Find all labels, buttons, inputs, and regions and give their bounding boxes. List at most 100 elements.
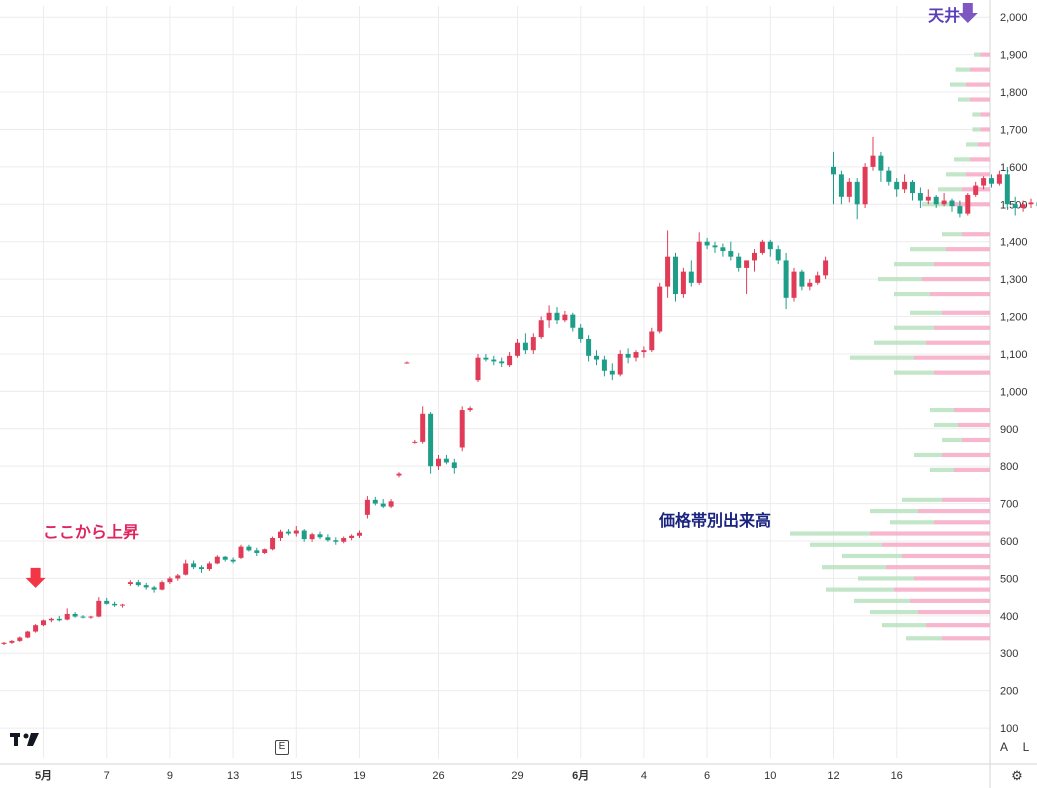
earnings-marker[interactable]: E <box>275 740 289 755</box>
volume-bar-up <box>930 467 954 473</box>
x-tick-label: 6 <box>704 770 710 782</box>
candle-body <box>443 458 449 463</box>
candle-body <box>854 181 860 205</box>
volume-bar-up <box>870 508 918 514</box>
candle-body <box>341 538 347 542</box>
volume-bar-down <box>962 437 990 443</box>
candle-body <box>1 642 7 644</box>
candle-body <box>214 556 220 564</box>
candle-body <box>680 271 686 295</box>
candle-body <box>357 532 362 536</box>
candle-body <box>17 637 23 641</box>
candle-body <box>309 534 315 540</box>
candle-body <box>372 499 378 504</box>
volume-bar-up <box>850 355 914 360</box>
volume-bar-up <box>882 623 926 628</box>
candle-body <box>191 563 197 568</box>
x-tick-label: 13 <box>227 770 239 782</box>
x-tick-label: 16 <box>891 770 903 782</box>
volume-bar-up <box>942 232 962 237</box>
volume-bar-up <box>894 370 934 375</box>
rise-start-arrow <box>25 567 46 588</box>
volume-bar-up <box>954 157 970 162</box>
volume-bar-up <box>826 587 894 592</box>
candle-body <box>799 271 805 287</box>
volume-bar-up <box>934 422 958 428</box>
x-tick-label: 12 <box>827 770 839 782</box>
x-tick-label: 5月 <box>35 769 52 782</box>
volume-bar-down <box>970 157 990 162</box>
volume-bar-up <box>874 340 926 345</box>
candle-body <box>25 631 31 638</box>
x-tick-label: 7 <box>104 770 110 782</box>
candle-body <box>33 625 39 632</box>
volume-bar-down <box>934 520 990 525</box>
candle-body <box>933 196 939 205</box>
volume-bar-up <box>890 520 934 525</box>
candle-body <box>696 241 702 283</box>
volume-profile <box>790 52 990 641</box>
candle-body <box>41 620 46 626</box>
candle-body <box>846 181 852 197</box>
candle-body <box>64 613 70 620</box>
volume-bar-down <box>902 553 990 559</box>
candle-body <box>815 275 821 283</box>
volume-bar-down <box>870 531 990 536</box>
volume-bar-down <box>934 262 990 267</box>
volume-bar-down <box>942 452 990 458</box>
candle-body <box>657 286 663 332</box>
candle-body <box>759 241 765 253</box>
volume-bar-up <box>942 437 962 443</box>
volume-bar-up <box>938 187 962 192</box>
candle-body <box>973 185 979 195</box>
volume-bar-down <box>966 82 990 87</box>
volume-bar-down <box>882 542 990 547</box>
candle-body <box>451 462 457 469</box>
volume-bar-up <box>854 598 910 603</box>
candle-body <box>728 251 734 257</box>
candle-body <box>736 256 742 268</box>
volume-bar-down <box>958 422 990 428</box>
candle-body <box>665 256 671 287</box>
volume-bar-down <box>980 127 990 132</box>
candle-body <box>459 410 465 448</box>
candle-body <box>285 531 291 534</box>
x-tick-label: 9 <box>167 770 173 782</box>
candle-body <box>56 618 62 621</box>
candle-body <box>396 473 402 476</box>
volume-bar-down <box>954 467 990 473</box>
candle-body <box>775 249 781 261</box>
volume-bar-up <box>894 262 934 267</box>
candle-body <box>688 271 694 283</box>
candle-body <box>222 556 228 560</box>
gear-icon[interactable]: ⚙ <box>1011 768 1023 783</box>
candle-body <box>80 616 86 618</box>
candle-body <box>925 196 931 201</box>
candle-body <box>325 537 331 541</box>
candle-body <box>546 312 552 321</box>
candle-body <box>578 327 584 339</box>
x-tick-label: 29 <box>511 770 523 782</box>
volume-bar-down <box>970 67 990 72</box>
auto-scale-button[interactable]: A <box>999 740 1008 754</box>
candle-body <box>48 618 54 621</box>
volume-bar-down <box>922 277 990 282</box>
volume-bar-down <box>918 609 990 615</box>
candle-body <box>870 155 876 167</box>
x-tick-label: 19 <box>353 770 365 782</box>
y-tick-label: 700 <box>1000 499 1018 511</box>
candle-body <box>96 600 102 617</box>
log-scale-button[interactable]: L <box>1022 740 1030 754</box>
y-tick-label: 1,200 <box>1000 312 1028 324</box>
volume-bar-down <box>918 508 990 514</box>
candle-body <box>554 312 560 321</box>
volume-bar-down <box>910 598 990 603</box>
volume-bar-up <box>966 142 978 147</box>
volume-bar-up <box>894 291 930 297</box>
candle-body <box>428 413 434 467</box>
candle-body <box>1028 202 1034 205</box>
volume-bar-down <box>942 310 990 315</box>
candle-body <box>957 206 963 214</box>
